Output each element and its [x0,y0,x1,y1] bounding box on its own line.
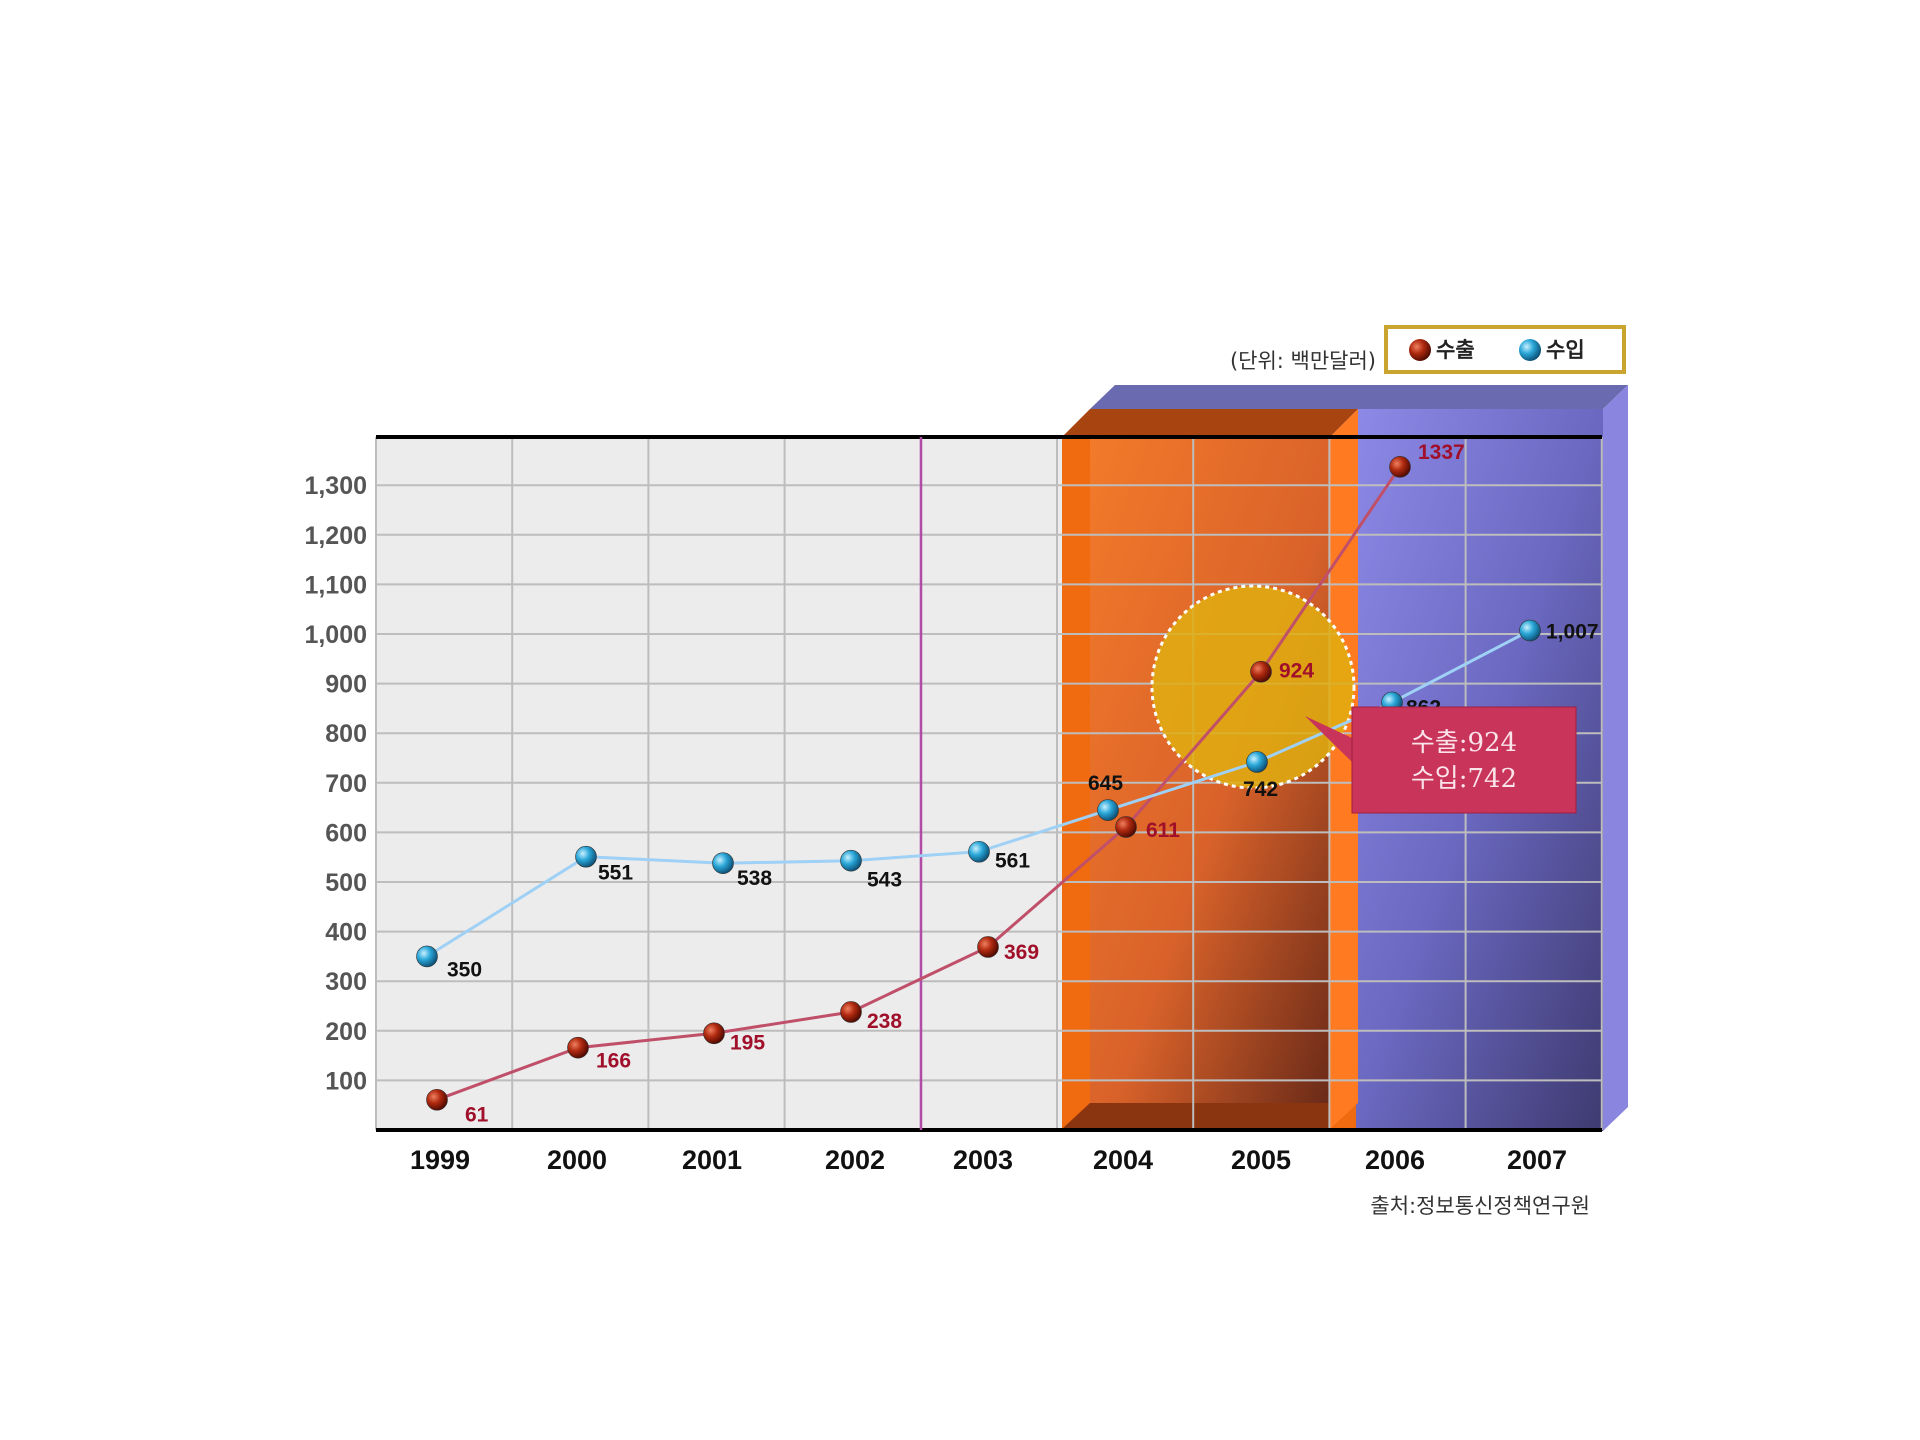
legend: 수출 수입 [1384,325,1626,374]
y-tick-label: 800 [325,720,367,748]
import-point [1097,799,1119,821]
x-tick-label: 2007 [1507,1145,1567,1175]
series-points [416,456,1541,1111]
y-tick-label: 300 [325,968,367,996]
legend-export-label: 수출 [1436,338,1475,362]
export-value-label: 369 [1004,941,1039,964]
x-tick-label: 2006 [1365,1145,1425,1175]
import-point [1246,751,1268,773]
y-tick-label: 1,000 [304,621,367,649]
import-value-label: 645 [1088,772,1123,795]
export-point [703,1022,725,1045]
import-point [712,852,734,874]
export-value-label: 166 [596,1050,631,1073]
export-value-label: 195 [730,1031,765,1054]
x-tick-label: 2004 [1093,1145,1153,1175]
point-labels: 61 166 195 238 369 611 924 1337 350 551 538 543 561 6… [447,441,1599,1127]
y-tick-label: 1,200 [304,522,367,550]
import-value-label: 1,007 [1546,621,1599,644]
export-value-label: 1337 [1418,441,1465,464]
y-tick-label: 100 [325,1067,367,1095]
callout-line-2: 수입:742 [1411,764,1517,794]
y-tick-label: 700 [325,770,367,798]
x-tick-label: 1999 [410,1145,470,1175]
x-tick-label: 2005 [1231,1145,1291,1175]
y-tick-label: 600 [325,819,367,847]
legend-export-marker [1409,339,1431,361]
import-value-label: 561 [995,850,1030,873]
grid-lines [375,437,1603,1130]
y-tick-label: 1,300 [304,472,367,500]
export-point [1115,816,1137,838]
unit-label: (단위: 백만달러) [1230,349,1376,373]
export-point [1250,660,1272,683]
import-value-label: 742 [1243,778,1278,801]
x-axis-ticks: 1999 2000 2001 2002 2003 2004 2005 2006 2007 [410,1145,1567,1175]
import-point [968,840,990,863]
export-value-label: 924 [1279,660,1314,683]
source-label: 출처:정보통신정책연구원 [1370,1194,1590,1218]
import-value-label: 543 [867,869,902,892]
series-line-export [436,465,1402,1102]
import-point [575,845,597,868]
import-point [1519,619,1541,642]
callout-box: 수출:924 수입:742 [1305,706,1577,814]
y-tick-label: 1,100 [304,571,367,599]
y-tick-label: 900 [325,671,367,699]
y-axis-ticks: 100 200 300 400 500 600 700 800 900 1,000 1,100 1,2… [304,472,367,1095]
export-point [840,1001,862,1023]
x-tick-label: 2002 [825,1145,885,1175]
export-point [1389,456,1411,478]
export-point [567,1036,589,1059]
export-value-label: 238 [867,1010,902,1033]
y-tick-label: 200 [325,1018,367,1046]
x-tick-label: 2003 [953,1145,1013,1175]
y-tick-label: 500 [325,869,367,897]
import-point [416,945,438,968]
y-tick-label: 400 [325,919,367,947]
legend-import-label: 수입 [1546,338,1585,362]
import-value-label: 538 [737,867,772,890]
export-point [977,936,999,958]
import-value-label: 350 [447,958,482,981]
export-value-label: 61 [465,1104,489,1127]
import-value-label: 551 [598,862,633,885]
legend-import-marker [1519,339,1541,361]
x-tick-label: 2001 [682,1145,742,1175]
import-point [840,849,862,872]
callout-line-1: 수출:924 [1411,728,1517,758]
x-tick-label: 2000 [547,1145,607,1175]
export-point [426,1088,448,1111]
export-value-label: 611 [1146,819,1180,842]
